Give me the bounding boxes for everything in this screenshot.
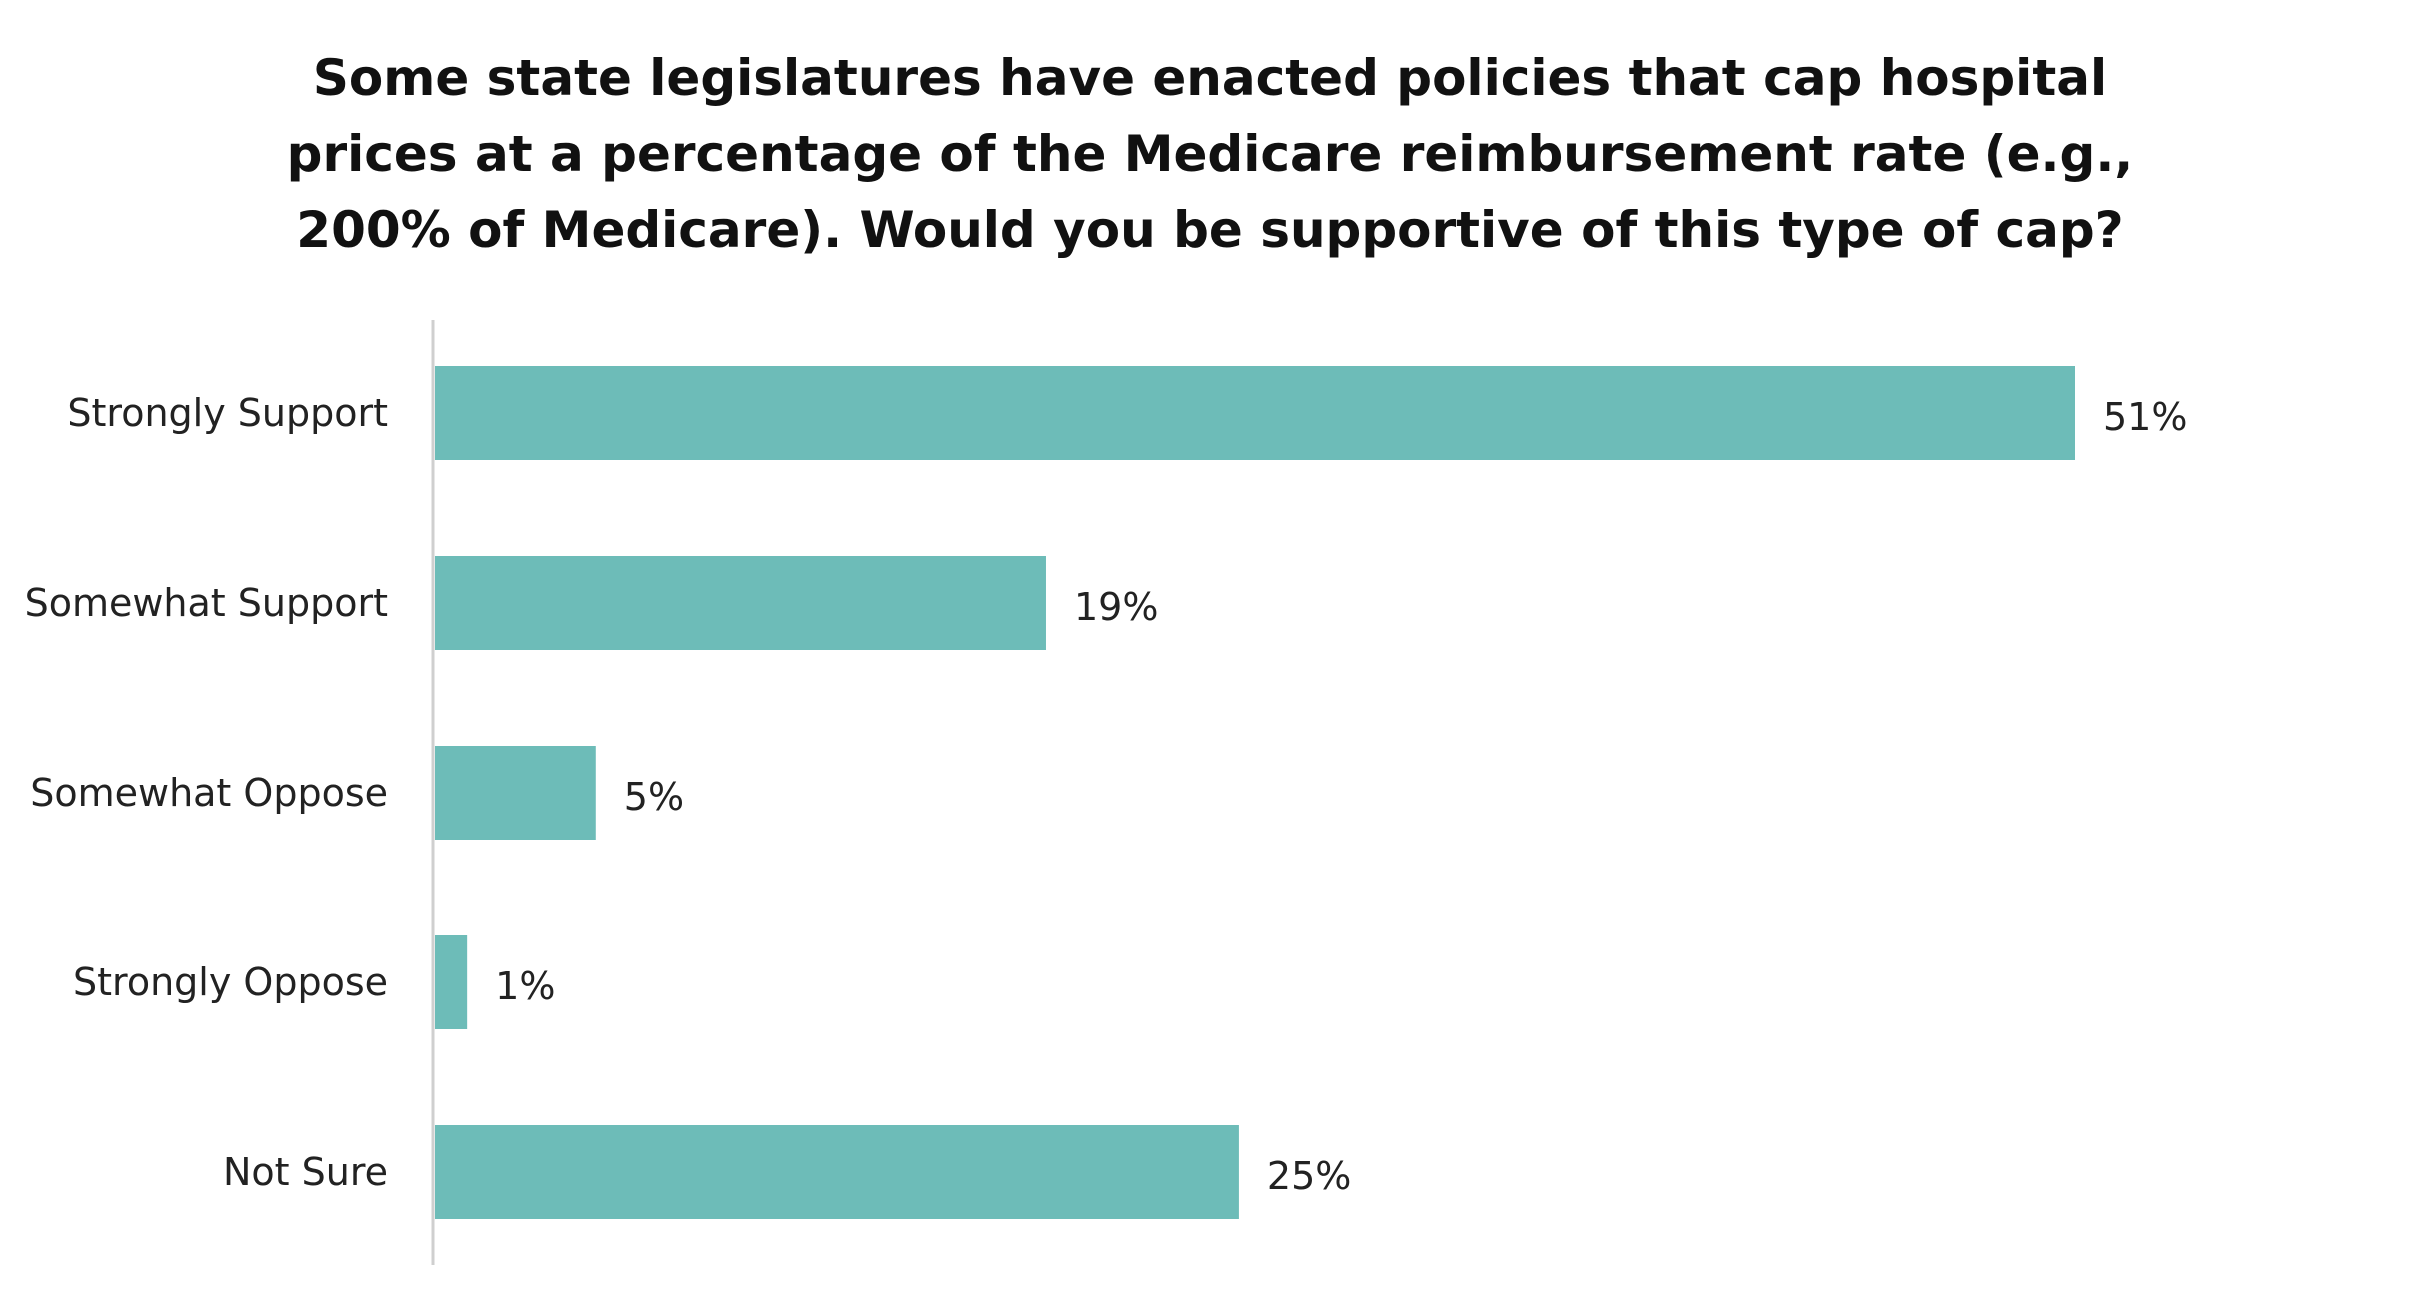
bar-somewhat-support — [435, 556, 1046, 650]
category-label-strongly-oppose: Strongly Oppose — [73, 960, 388, 1004]
value-label-somewhat-support: 19% — [1074, 585, 1158, 629]
bar-not-sure — [435, 1125, 1239, 1219]
bar-somewhat-oppose — [435, 746, 596, 840]
value-label-not-sure: 25% — [1267, 1154, 1351, 1198]
chart-title: Some state legislatures have enacted pol… — [286, 49, 2134, 259]
bar-strongly-support — [435, 366, 2075, 460]
bars-group: Strongly Support 51% Somewhat Support 19% So… — [25, 366, 2187, 1219]
category-label-somewhat-support: Somewhat Support — [25, 581, 388, 625]
value-label-strongly-oppose: 1% — [495, 964, 555, 1008]
category-label-strongly-support: Strongly Support — [67, 391, 388, 435]
value-label-somewhat-oppose: 5% — [624, 775, 684, 819]
category-label-somewhat-oppose: Somewhat Oppose — [30, 771, 388, 815]
value-label-strongly-support: 51% — [2103, 395, 2187, 439]
bar-strongly-oppose — [435, 935, 468, 1029]
category-label-not-sure: Not Sure — [223, 1150, 388, 1194]
